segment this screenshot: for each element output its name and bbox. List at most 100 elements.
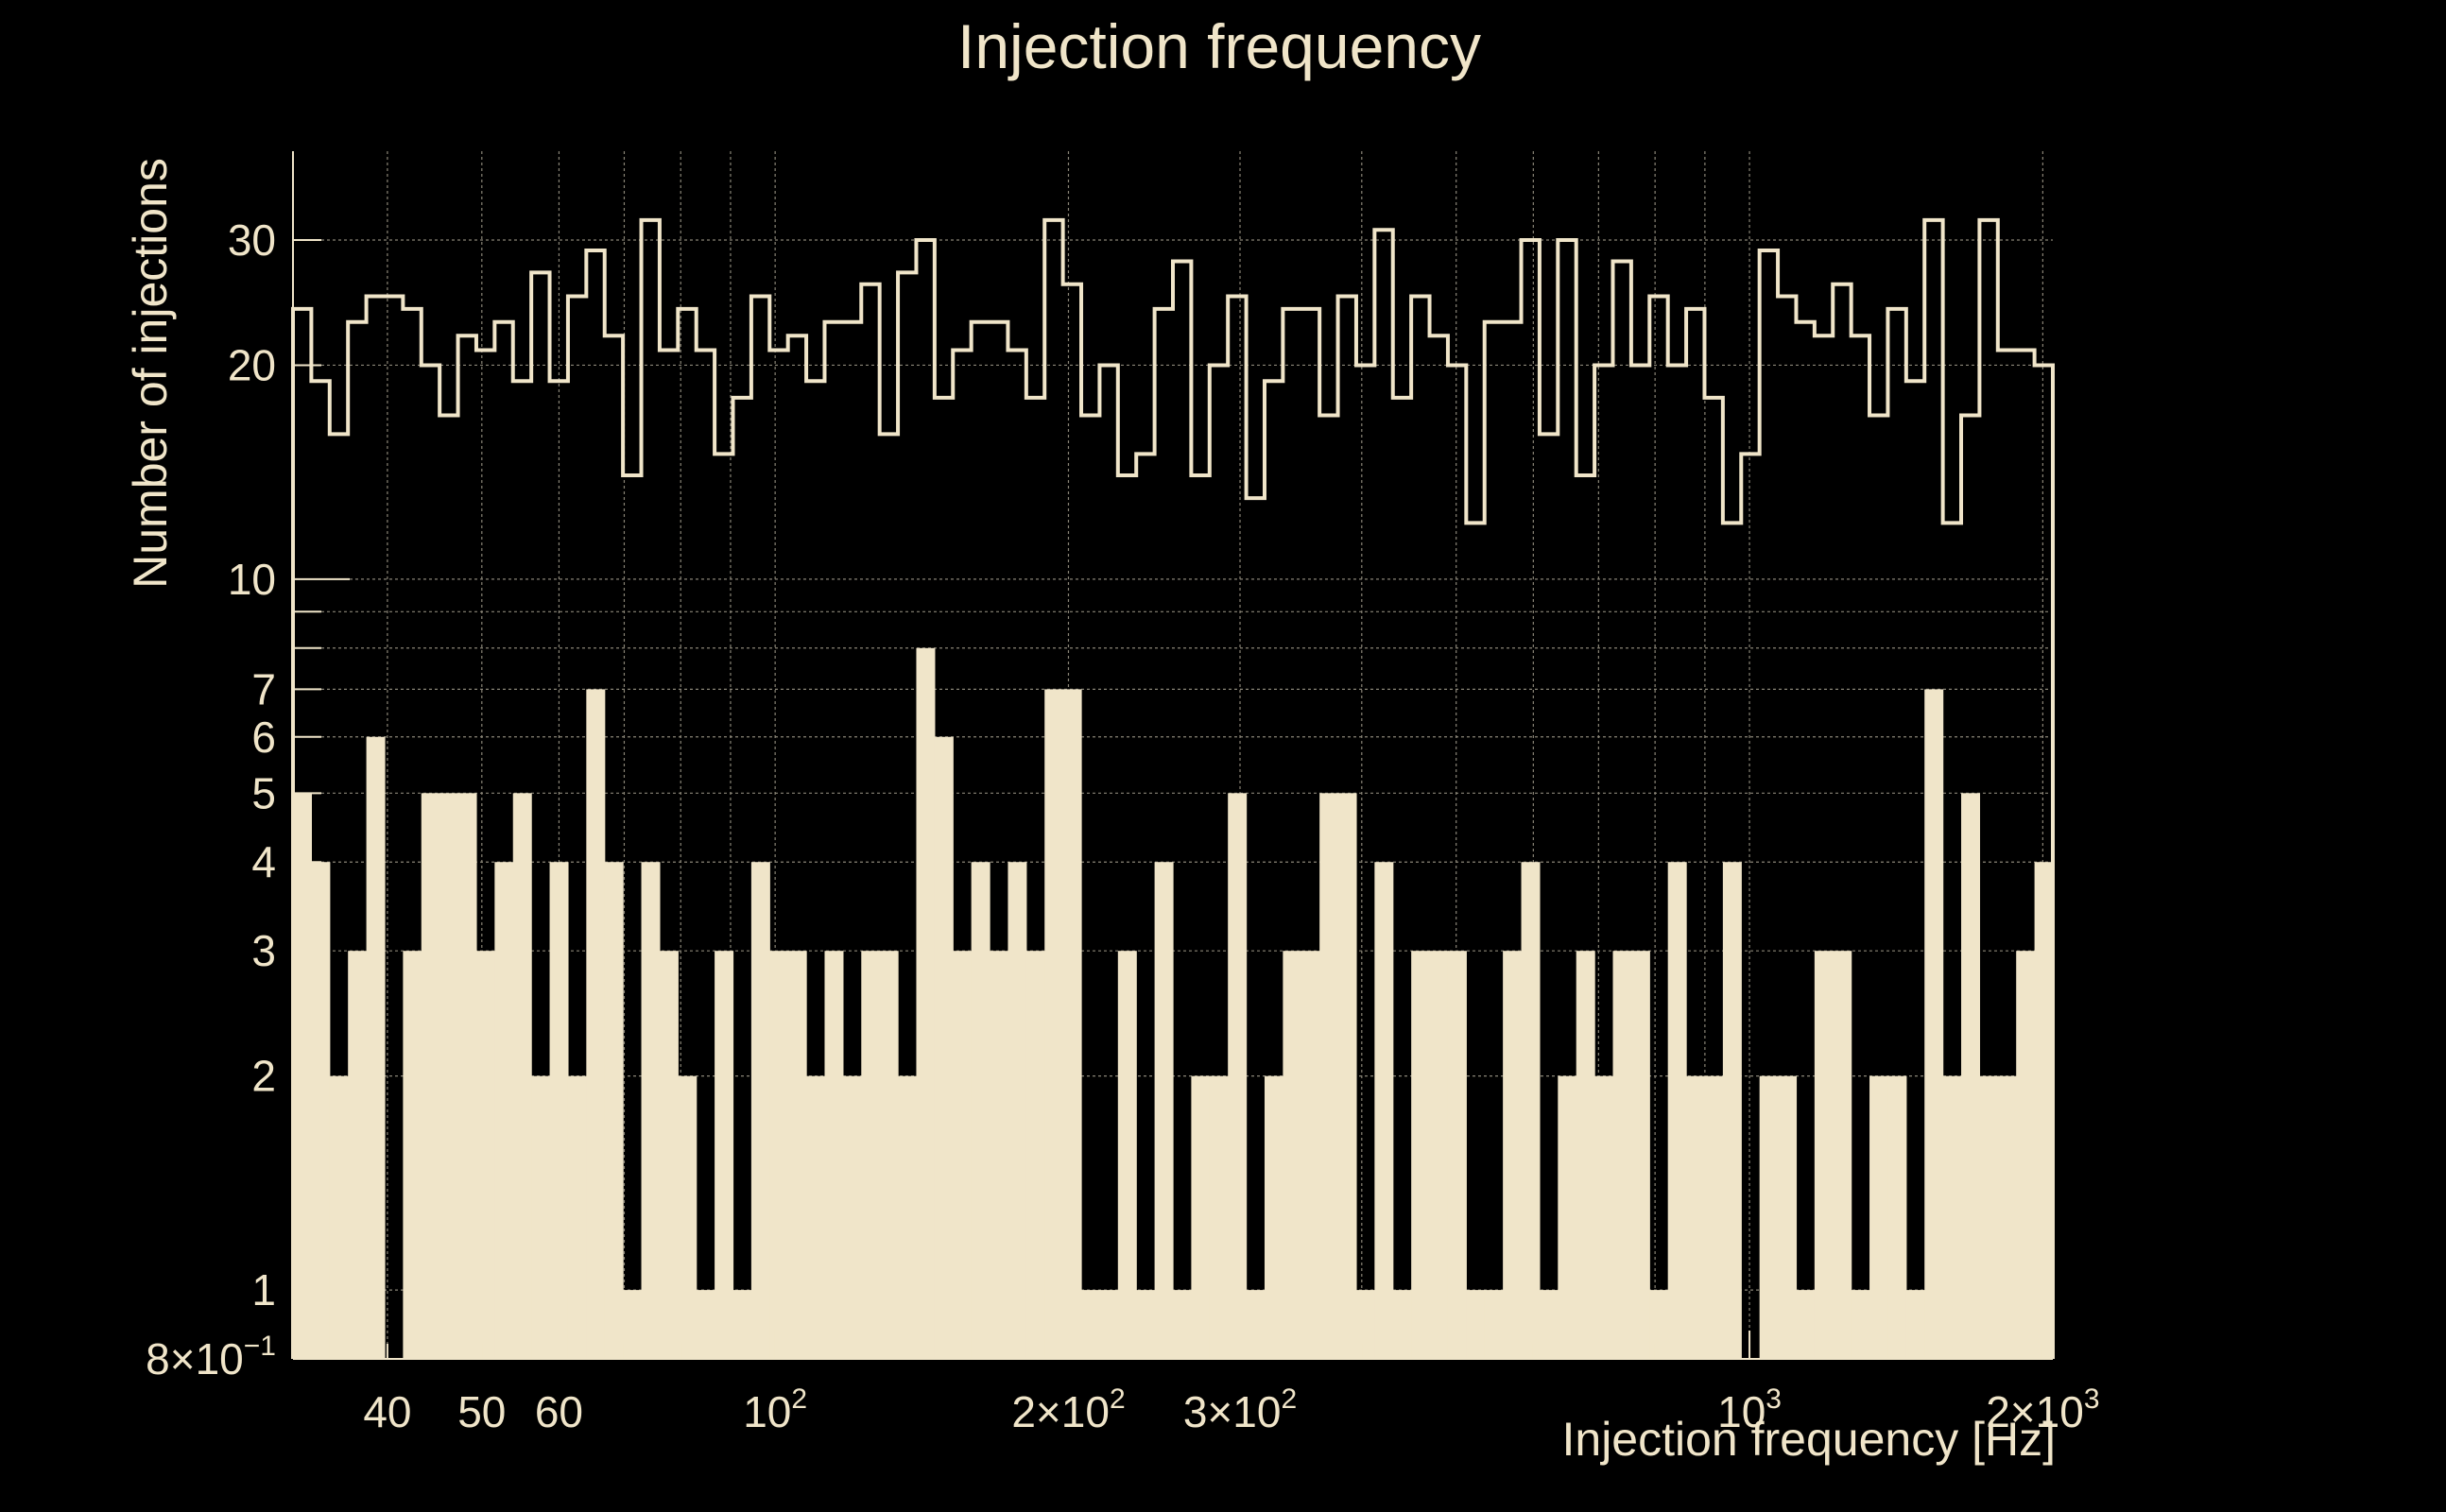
- histogram-bar: [842, 1075, 862, 1359]
- x-tick-label: 3×102: [1183, 1383, 1297, 1436]
- histogram-bar: [1722, 862, 1742, 1359]
- y-axis-label: Number of injections: [124, 158, 177, 589]
- histogram-bar: [311, 862, 331, 1359]
- histogram-bar: [916, 647, 936, 1359]
- histogram-bar: [549, 862, 569, 1359]
- histogram-bar: [1869, 1075, 1889, 1359]
- histogram-bar: [1411, 951, 1431, 1359]
- histogram-bar: [1997, 1075, 2017, 1359]
- histogram-bar: [1337, 793, 1357, 1359]
- histogram-bar: [439, 793, 459, 1359]
- x-axis-label: Injection frequency [Hz]: [1562, 1413, 2057, 1466]
- histogram-bar: [750, 862, 770, 1359]
- histogram-bar: [1099, 1290, 1119, 1359]
- histogram-bar: [421, 793, 440, 1359]
- histogram-bar: [1667, 862, 1687, 1359]
- histogram-bar: [623, 1290, 643, 1359]
- histogram-bar: [1429, 951, 1449, 1359]
- histogram-bar: [2016, 951, 2036, 1359]
- histogram-bar: [1539, 1290, 1559, 1359]
- x-tick-label: 2×102: [1011, 1383, 1125, 1436]
- histogram-bar: [1044, 689, 1064, 1359]
- histogram-bar: [1466, 1290, 1486, 1359]
- y-tick-label: 2: [251, 1052, 276, 1101]
- axes: [292, 151, 2053, 1360]
- histogram-bar: [990, 951, 1009, 1359]
- histogram-bar: [1576, 951, 1595, 1359]
- chart-title: Injection frequency: [957, 11, 1481, 81]
- y-tick-label: 10: [228, 555, 276, 604]
- histogram-bar: [1008, 862, 1027, 1359]
- histogram-bar: [934, 736, 954, 1359]
- histogram-bar: [678, 1075, 698, 1359]
- histogram-bar: [1851, 1290, 1870, 1359]
- histogram-bar: [732, 1290, 752, 1359]
- histogram-bar: [1154, 862, 1174, 1359]
- histogram-bar: [1979, 1075, 1999, 1359]
- histogram-bar: [1319, 793, 1339, 1359]
- x-tick-labels: 40 50 60 102 2×102 3×102 103 2×103: [363, 1383, 2099, 1436]
- histogram-bar: [1833, 951, 1852, 1359]
- histogram-bar: [475, 951, 495, 1359]
- histogram-bar: [1301, 951, 1320, 1359]
- histogram-bar: [1814, 951, 1834, 1359]
- histogram-bar: [1081, 1290, 1101, 1359]
- histogram-bar: [787, 951, 807, 1359]
- histogram-bar: [1630, 951, 1650, 1359]
- histogram-bar: [861, 951, 881, 1359]
- x-tick-label: 102: [743, 1383, 807, 1436]
- x-tick-label: 2×103: [1986, 1383, 2099, 1436]
- histogram-bar: [1228, 793, 1248, 1359]
- histogram-bar: [696, 1290, 715, 1359]
- histogram-bar: [567, 1075, 587, 1359]
- histogram-bar: [898, 1075, 918, 1359]
- histogram-bar: [1905, 1290, 1925, 1359]
- histogram-bar: [659, 951, 679, 1359]
- histogram-bar: [457, 793, 477, 1359]
- histogram-bar: [512, 793, 532, 1359]
- histogram-bar: [715, 951, 734, 1359]
- histogram-bar: [348, 951, 368, 1359]
- histogram-bar: [1924, 689, 1944, 1359]
- histogram-bar: [1521, 862, 1541, 1359]
- histogram-bar: [1283, 951, 1302, 1359]
- histogram-bar: [1484, 1290, 1504, 1359]
- histogram-bar: [2034, 862, 2054, 1359]
- histogram-bar: [879, 951, 899, 1359]
- y-tick-label: 5: [251, 768, 276, 817]
- histogram-bar: [1025, 951, 1045, 1359]
- histogram-bar: [494, 862, 514, 1359]
- histogram-bar: [1355, 1290, 1375, 1359]
- histogram-bar: [1136, 1290, 1156, 1359]
- histogram-bar: [1649, 1290, 1669, 1359]
- histogram-bar: [1392, 1290, 1412, 1359]
- histogram-bar: [1594, 1075, 1614, 1359]
- histogram-bar: [403, 951, 422, 1359]
- histogram-bar: [1759, 1075, 1779, 1359]
- y-tick-label: 20: [228, 340, 276, 389]
- histogram-bar: [769, 951, 789, 1359]
- y-tick-label: 8×10−1: [146, 1331, 276, 1383]
- histogram-bar: [586, 689, 606, 1359]
- histogram-bar: [1191, 1075, 1211, 1359]
- x-tick-label: 60: [535, 1387, 583, 1436]
- x-tick-label: 40: [363, 1387, 411, 1436]
- y-tick-label: 4: [251, 837, 276, 886]
- histogram-bar: [1686, 1075, 1706, 1359]
- histogram-bar: [1209, 1075, 1229, 1359]
- y-tick-labels: 8×10−1 1 2 3 4 5 67 10 20 30: [146, 215, 276, 1383]
- histogram-bar: [1704, 1075, 1724, 1359]
- histogram-bar: [1612, 951, 1632, 1359]
- histogram-bar: [824, 951, 844, 1359]
- histogram-bar: [1173, 1290, 1192, 1359]
- histogram-bar: [971, 862, 990, 1359]
- histogram-bar: [1264, 1075, 1283, 1359]
- histogram-bar: [1887, 1075, 1907, 1359]
- histogram-bar: [1062, 689, 1082, 1359]
- y-tick-label: 1: [251, 1265, 276, 1314]
- histogram-bar: [366, 736, 386, 1359]
- step-outline-series: [291, 217, 2055, 1359]
- y-tick-label: 30: [228, 215, 276, 265]
- histogram-bar: [1374, 862, 1394, 1359]
